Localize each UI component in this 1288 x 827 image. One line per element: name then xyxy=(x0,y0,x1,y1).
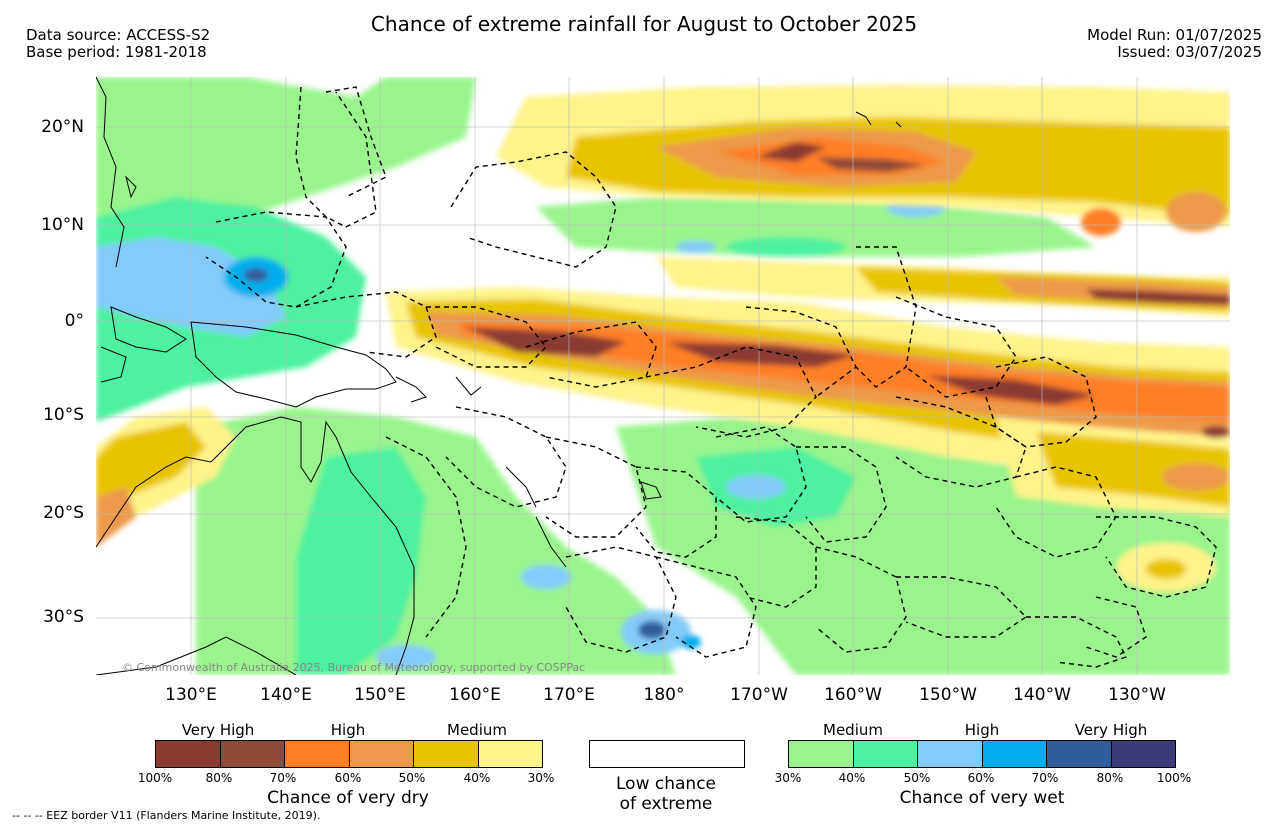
eez-footnote: -- -- -- EEZ border V11 (Flanders Marine… xyxy=(12,809,321,822)
dry-tick: 80% xyxy=(205,771,233,785)
lon-label-140w: 140°W xyxy=(1013,685,1071,705)
wet-tick: 30% xyxy=(774,771,802,785)
dry-tick: 70% xyxy=(269,771,297,785)
lon-label-130w: 130°W xyxy=(1108,685,1166,705)
dry-swatch-50-40 xyxy=(414,741,479,767)
lon-label-130e: 130°E xyxy=(165,685,217,705)
wet-colorbar xyxy=(788,740,1176,768)
lon-label-170e: 170°E xyxy=(543,685,595,705)
wet-swatch-40-50 xyxy=(853,741,918,767)
low-chance-caption-line1: Low chance xyxy=(616,774,716,794)
land-outlines xyxy=(96,77,902,675)
header-right: Model Run: 01/07/2025 Issued: 03/07/2025 xyxy=(1087,27,1262,61)
map-title: Chance of extreme rainfall for August to… xyxy=(370,12,918,36)
dry-swatch-100-80 xyxy=(156,741,221,767)
wet-tick: 70% xyxy=(1031,771,1059,785)
wet-swatch-50-60 xyxy=(918,741,983,767)
lat-label-30s: 30°S xyxy=(43,607,84,627)
low-chance-caption-line2: of extreme xyxy=(619,794,713,814)
dry-swatch-80-70 xyxy=(220,741,285,767)
lat-label-10s: 10°S xyxy=(43,405,84,425)
wet-caption: Chance of very wet xyxy=(899,788,1065,808)
dry-tick: 50% xyxy=(398,771,426,785)
wet-tick: 40% xyxy=(838,771,866,785)
dry-category-very-high: Very High xyxy=(181,721,255,739)
wet-tick: 80% xyxy=(1096,771,1124,785)
rainfall-map: © Commonwealth of Australia 2025, Bureau… xyxy=(96,77,1230,675)
graticule xyxy=(96,77,1230,675)
lon-label-150w: 150°W xyxy=(919,685,977,705)
issued-text: Issued: 03/07/2025 xyxy=(1117,43,1262,61)
header-left: Data source: ACCESS-S2 Base period: 1981… xyxy=(26,27,210,61)
data-source-text: Data source: ACCESS-S2 xyxy=(26,26,211,44)
wet-tick: 50% xyxy=(903,771,931,785)
lon-label-140e: 140°E xyxy=(260,685,312,705)
wet-category-medium: Medium xyxy=(823,721,883,739)
wet-category-high: High xyxy=(964,721,1000,739)
dry-swatch-60-50 xyxy=(349,741,414,767)
lat-label-20n: 20°N xyxy=(41,117,84,137)
model-run-text: Model Run: 01/07/2025 xyxy=(1087,26,1262,44)
wet-tick: 100% xyxy=(1156,771,1192,785)
eez-borders xyxy=(205,86,1217,668)
lat-label-20s: 20°S xyxy=(43,503,84,523)
low-chance-swatch xyxy=(589,740,745,768)
dry-tick: 40% xyxy=(463,771,491,785)
lat-label-0: 0° xyxy=(64,311,84,331)
lon-label-160w: 160°W xyxy=(824,685,882,705)
dry-swatch-70-60 xyxy=(285,741,350,767)
dry-category-medium: Medium xyxy=(447,721,507,739)
dry-tick: 100% xyxy=(137,771,173,785)
dry-tick: 60% xyxy=(334,771,362,785)
wet-category-very-high: Very High xyxy=(1074,721,1148,739)
dry-caption: Chance of very dry xyxy=(267,788,429,808)
wet-swatch-60-70 xyxy=(982,741,1047,767)
lon-label-180: 180° xyxy=(643,685,685,705)
wet-swatch-70-80 xyxy=(1047,741,1112,767)
base-period-text: Base period: 1981-2018 xyxy=(26,43,207,61)
dry-tick: 30% xyxy=(527,771,555,785)
dry-swatch-40-30 xyxy=(478,741,542,767)
dry-regions xyxy=(96,85,1230,592)
wet-tick: 60% xyxy=(967,771,995,785)
wet-swatch-30-40 xyxy=(789,741,854,767)
wet-swatch-80-100 xyxy=(1111,741,1175,767)
lon-label-150e: 150°E xyxy=(354,685,406,705)
lon-label-160e: 160°E xyxy=(449,685,501,705)
lat-label-10n: 10°N xyxy=(41,215,84,235)
copyright-text: © Commonwealth of Australia 2025, Bureau… xyxy=(122,661,585,674)
dry-colorbar xyxy=(155,740,543,768)
lon-label-170w: 170°W xyxy=(730,685,788,705)
dry-category-high: High xyxy=(330,721,366,739)
